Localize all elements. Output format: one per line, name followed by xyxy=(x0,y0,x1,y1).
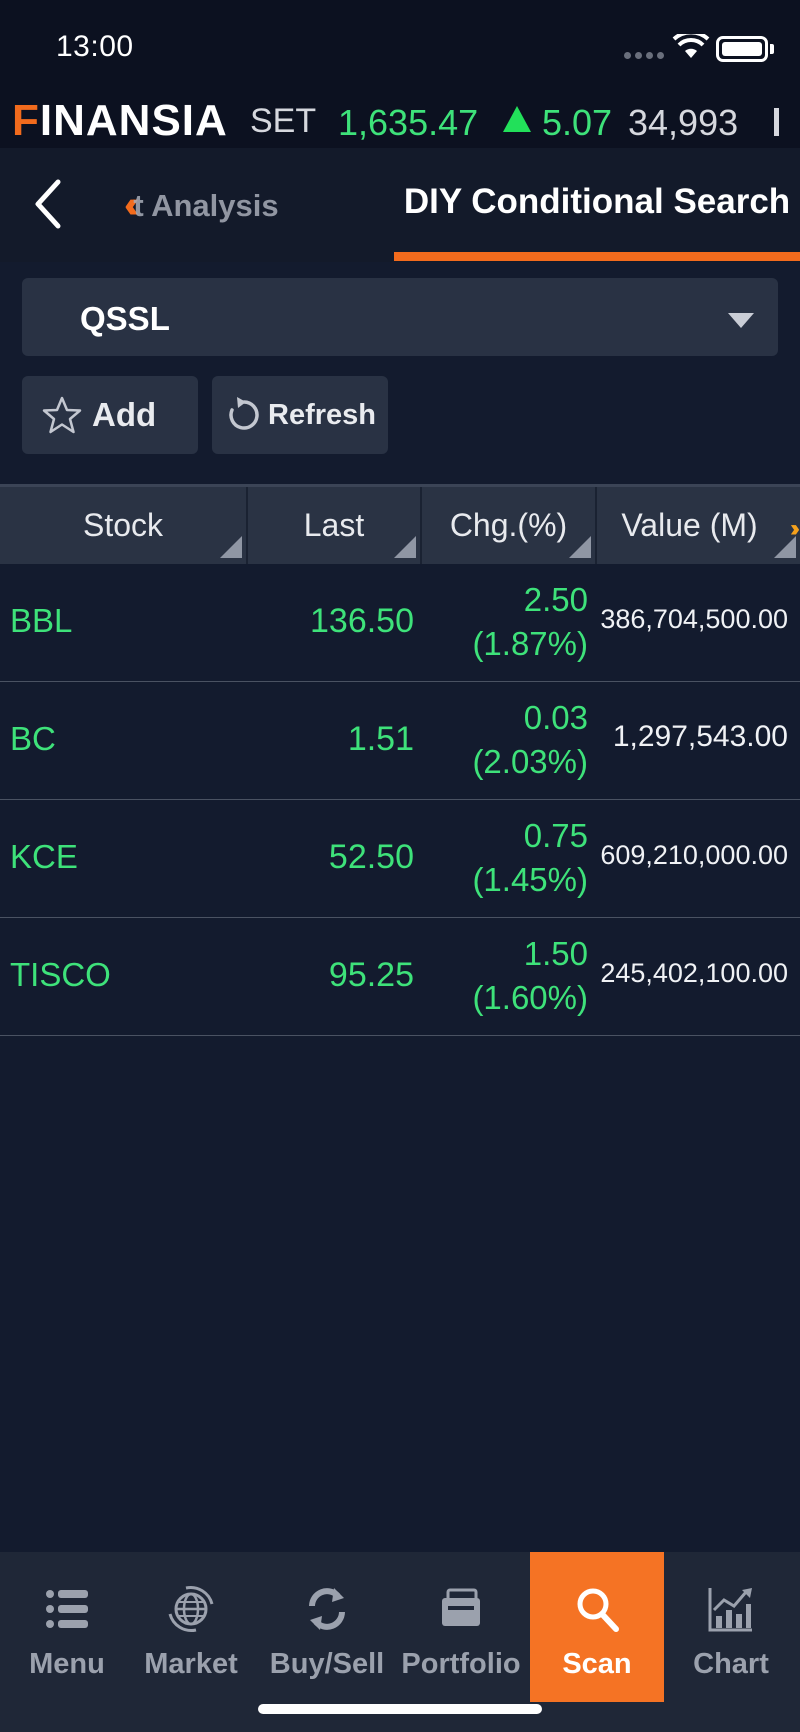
tab-market-analysis[interactable]: ‹‹ t Analysis xyxy=(124,184,279,227)
tab-menu[interactable]: Menu xyxy=(0,1552,134,1702)
table-row[interactable]: TISCO 95.25 1.50 (1.60%) 245,402,100.00 xyxy=(0,918,800,1036)
up-arrow-icon xyxy=(503,106,531,132)
condition-select-value: QSSL xyxy=(80,300,170,337)
refresh-icon xyxy=(229,397,259,430)
row-last: 52.50 xyxy=(328,838,414,876)
row-value: 609,210,000.00 xyxy=(600,840,788,870)
sort-icon xyxy=(394,536,416,558)
globe-icon xyxy=(168,1586,214,1632)
row-stock: KCE xyxy=(10,838,78,875)
nav-bar: ‹‹ t Analysis DIY Conditional Search xyxy=(0,148,800,262)
condition-select[interactable]: QSSL xyxy=(22,278,778,356)
tab-buy-sell[interactable]: Buy/Sell xyxy=(260,1552,394,1702)
ticker-divider xyxy=(774,108,779,136)
row-change: 0.75 (1.45%) xyxy=(472,817,588,898)
ticker-index-value: 1,635.47 xyxy=(338,102,479,143)
tab-market[interactable]: Market xyxy=(124,1552,258,1702)
bottom-tab-bar: Menu Market Buy/Sell Portfolio xyxy=(0,1552,800,1732)
battery-icon xyxy=(716,36,768,62)
sort-icon xyxy=(774,536,796,558)
row-last: 1.51 xyxy=(347,720,414,758)
refresh-button[interactable]: Refresh xyxy=(212,376,388,454)
column-header-last[interactable]: Last xyxy=(248,487,422,564)
active-tab-indicator xyxy=(394,252,800,261)
wifi-icon xyxy=(672,34,710,58)
row-value: 1,297,543.00 xyxy=(612,720,788,753)
swap-icon xyxy=(309,1588,345,1630)
row-stock: BBL xyxy=(10,602,73,639)
star-icon xyxy=(42,396,82,434)
dropdown-caret-icon xyxy=(728,313,754,328)
column-header-value[interactable]: Value (M) ›› xyxy=(597,487,800,564)
row-stock: BC xyxy=(10,720,56,757)
sort-icon xyxy=(569,536,591,558)
ticker-index-volume: 34,993 xyxy=(628,102,739,143)
sort-icon xyxy=(220,536,242,558)
portfolio-icon xyxy=(442,1588,480,1626)
home-indicator[interactable] xyxy=(258,1704,542,1714)
tab-portfolio[interactable]: Portfolio xyxy=(394,1552,528,1702)
ticker-index-change: 5.07 xyxy=(542,102,613,143)
status-time: 13:00 xyxy=(56,30,134,63)
row-stock: TISCO xyxy=(10,956,111,993)
table-row[interactable]: KCE 52.50 0.75 (1.45%) 609,210,000.00 xyxy=(0,800,800,918)
finansia-logo: FINANSIA xyxy=(12,96,228,145)
double-chevron-left-icon: ‹‹ xyxy=(124,184,140,226)
tab-chart[interactable]: Chart xyxy=(664,1552,798,1702)
table-row[interactable]: BBL 136.50 2.50 (1.87%) 386,704,500.00 xyxy=(0,564,800,682)
back-chevron-icon[interactable] xyxy=(28,174,68,234)
row-change: 0.03 (2.03%) xyxy=(472,699,588,780)
cellular-signal-icon xyxy=(624,52,664,59)
refresh-button-label: Refresh xyxy=(268,398,376,431)
tab-diy-conditional-search[interactable]: DIY Conditional Search xyxy=(403,182,791,221)
search-icon xyxy=(577,1588,619,1632)
table-header: Stock Last Chg.(%) Value (M) ›› xyxy=(0,484,800,564)
add-button[interactable]: Add xyxy=(22,376,198,454)
menu-icon xyxy=(46,1590,88,1628)
table-row[interactable]: BC 1.51 0.03 (2.03%) 1,297,543.00 xyxy=(0,682,800,800)
row-change: 2.50 (1.87%) xyxy=(472,581,588,662)
chart-icon xyxy=(708,1588,752,1632)
row-last: 95.25 xyxy=(328,956,414,994)
prev-tab-label: t Analysis xyxy=(133,187,279,223)
ticker-index-name: SET xyxy=(250,102,317,140)
row-change: 1.50 (1.60%) xyxy=(472,935,588,1016)
tab-scan[interactable]: Scan xyxy=(530,1552,664,1702)
column-header-stock[interactable]: Stock xyxy=(0,487,248,564)
status-bar: 13:00 xyxy=(0,0,800,92)
add-button-label: Add xyxy=(92,396,157,433)
row-value: 386,704,500.00 xyxy=(600,604,788,634)
row-last: 136.50 xyxy=(310,602,414,640)
row-value: 245,402,100.00 xyxy=(600,958,788,988)
index-ticker[interactable]: FINANSIA SET 1,635.47 5.07 34,993 xyxy=(0,92,800,148)
column-header-change[interactable]: Chg.(%) xyxy=(422,487,597,564)
